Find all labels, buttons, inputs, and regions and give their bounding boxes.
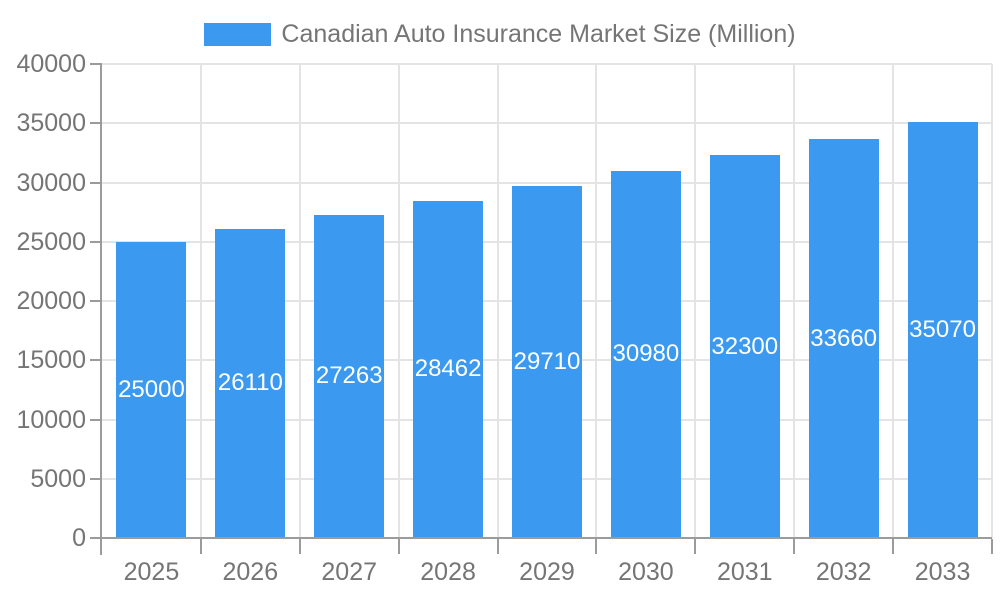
y-tick (90, 122, 102, 125)
v-gridline (793, 64, 796, 538)
bar: 25000 (116, 241, 187, 538)
v-gridline (892, 64, 895, 538)
h-gridline (102, 63, 992, 65)
y-tick (90, 418, 102, 421)
bar-value-label: 32300 (711, 332, 779, 360)
legend-swatch (204, 23, 272, 46)
x-tick (298, 539, 301, 554)
x-tick (991, 539, 993, 554)
x-axis-label: 2025 (123, 558, 180, 586)
v-gridline (595, 64, 598, 538)
bar: 35070 (907, 122, 978, 538)
y-axis-line (100, 64, 102, 555)
v-gridline (199, 64, 202, 538)
bar-value-label: 29710 (513, 347, 581, 375)
bar-value-label: 26110 (217, 369, 283, 397)
x-axis-label: 2027 (321, 558, 378, 586)
bar-value-label: 25000 (118, 375, 185, 403)
bar: 26110 (215, 228, 286, 538)
y-axis-label: 0 (72, 524, 86, 552)
bar-value-label: 28462 (414, 355, 482, 383)
y-axis-label: 25000 (16, 227, 86, 256)
x-tick (496, 539, 499, 554)
v-gridline (397, 64, 400, 538)
x-tick (694, 539, 697, 554)
plot-area: 25000 26110 27263 28462 29710 30980 32300 33660… (102, 63, 993, 538)
y-axis-label: 10000 (16, 405, 86, 434)
legend-label: Canadian Auto Insurance Market Size (Mil… (281, 20, 796, 48)
x-axis-label: 2033 (914, 558, 971, 586)
h-gridline (102, 181, 992, 184)
y-axis-label: 5000 (30, 464, 86, 493)
y-tick (90, 359, 102, 362)
h-gridline (102, 122, 992, 125)
x-axis-label: 2029 (519, 558, 575, 586)
x-tick (397, 539, 400, 554)
x-axis-label: 2032 (815, 558, 872, 586)
bar: 27263 (314, 214, 385, 538)
v-gridline (694, 64, 697, 538)
x-tick (199, 539, 202, 554)
y-axis-label: 35000 (16, 109, 86, 138)
x-axis-label: 2031 (716, 558, 773, 586)
bar-value-label: 27263 (315, 362, 383, 390)
bar: 28462 (413, 200, 484, 538)
y-axis-label: 20000 (16, 287, 86, 315)
y-tick (90, 181, 102, 184)
y-tick (90, 477, 102, 480)
bar-value-label: 30980 (612, 340, 680, 368)
x-axis-label: 2030 (618, 558, 674, 586)
x-tick (793, 539, 796, 554)
y-axis-label: 40000 (16, 50, 86, 78)
x-axis-label: 2026 (222, 558, 279, 586)
y-tick (90, 63, 102, 65)
bar: 32300 (709, 155, 780, 538)
y-axis-label: 15000 (16, 346, 86, 375)
y-tick (90, 240, 102, 243)
y-axis-label: 30000 (16, 168, 86, 197)
bar: 30980 (610, 170, 681, 538)
bar: 29710 (512, 185, 582, 538)
v-gridline (298, 64, 301, 538)
x-tick (892, 539, 895, 554)
v-gridline (496, 64, 499, 538)
x-tick (595, 539, 598, 554)
x-axis-label: 2028 (420, 558, 476, 586)
bar: 33660 (808, 139, 879, 538)
legend-item[interactable]: Canadian Auto Insurance Market Size (Mil… (0, 20, 1000, 49)
bar-value-label: 33660 (810, 324, 878, 352)
x-axis-line (90, 537, 992, 539)
y-tick (90, 300, 102, 302)
bar-value-label: 35070 (909, 316, 976, 344)
v-gridline (991, 64, 993, 538)
